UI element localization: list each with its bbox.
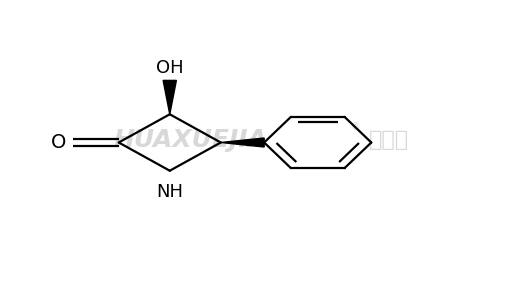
Text: O: O: [51, 133, 66, 152]
Text: ®: ®: [351, 122, 361, 132]
Text: 化学加: 化学加: [369, 130, 409, 150]
Polygon shape: [221, 138, 264, 147]
Text: OH: OH: [156, 59, 184, 77]
Text: NH: NH: [156, 183, 183, 201]
Polygon shape: [163, 80, 176, 114]
Text: HUAXUEJIA: HUAXUEJIA: [114, 128, 267, 152]
